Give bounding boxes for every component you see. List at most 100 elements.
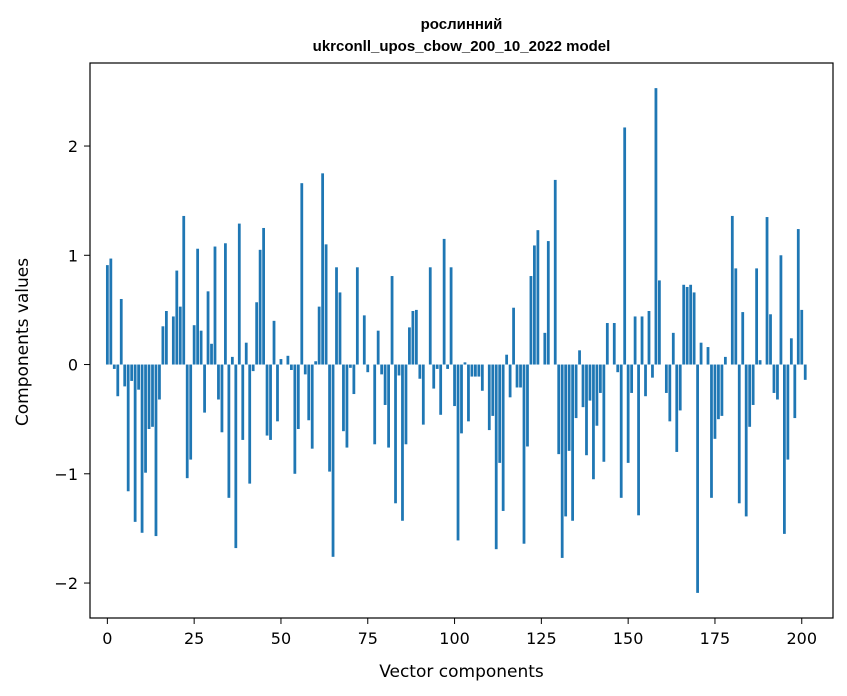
y-tick-label: −2: [54, 574, 78, 593]
plot-frame: [89, 62, 834, 619]
bar: [154, 364, 158, 537]
bar: [248, 364, 252, 484]
bar: [362, 315, 366, 365]
bar: [692, 292, 696, 365]
bar: [241, 364, 245, 440]
bar: [717, 364, 720, 420]
x-tick-label: 0: [102, 629, 112, 648]
bar: [664, 364, 668, 393]
bar: [408, 327, 411, 365]
bar: [258, 249, 262, 365]
bar: [467, 364, 470, 422]
bar: [237, 223, 241, 365]
bar: [435, 364, 439, 369]
bar: [119, 298, 123, 365]
y-tick-label: 2: [68, 137, 78, 156]
bar: [203, 364, 206, 413]
bar: [658, 280, 661, 365]
bar: [508, 364, 512, 398]
bar: [314, 361, 318, 365]
bar: [303, 364, 307, 375]
bar: [602, 364, 606, 462]
bars-group: [105, 88, 807, 593]
bar: [637, 364, 640, 516]
bar: [564, 364, 568, 517]
bar: [796, 229, 800, 365]
y-axis-label: Components values: [13, 258, 33, 426]
bar: [404, 364, 408, 445]
bar: [491, 364, 495, 416]
bar: [772, 364, 776, 393]
bar: [581, 364, 585, 408]
bar: [644, 364, 647, 397]
bar: [696, 364, 699, 593]
bar: [512, 307, 515, 365]
bar: [619, 364, 623, 498]
bar: [783, 364, 786, 534]
bar: [137, 364, 140, 390]
chart-subtitle: ukrconll_upos_cbow_200_10_2022 model: [313, 38, 611, 55]
bar: [352, 364, 356, 395]
bar: [366, 364, 370, 373]
bar: [723, 356, 727, 365]
bar: [626, 364, 630, 463]
bar: [578, 350, 581, 365]
bar: [460, 364, 463, 434]
y-tick-label: −1: [54, 465, 78, 484]
bar: [158, 364, 161, 400]
bar: [105, 265, 109, 365]
bar: [335, 267, 338, 365]
bar: [244, 342, 248, 365]
bar: [133, 364, 137, 522]
bar: [501, 364, 505, 511]
bar: [612, 323, 616, 365]
bar: [560, 364, 564, 558]
bar: [442, 238, 446, 365]
bar: [640, 316, 644, 365]
bar: [748, 364, 752, 427]
bar: [571, 364, 574, 521]
bar: [178, 306, 182, 365]
bar: [397, 364, 401, 376]
bar: [213, 246, 217, 365]
bar: [786, 364, 790, 460]
bar: [151, 364, 154, 427]
bar: [411, 311, 415, 365]
bar: [269, 364, 272, 440]
bar: [317, 306, 321, 365]
x-tick-label: 25: [184, 629, 204, 648]
bar: [140, 364, 144, 533]
bar: [428, 267, 432, 365]
bar: [126, 364, 130, 492]
bar: [321, 173, 325, 365]
bar: [668, 364, 672, 422]
bar: [526, 364, 529, 447]
x-tick-label: 50: [271, 629, 291, 648]
bar: [185, 364, 189, 479]
bar: [289, 364, 293, 370]
x-tick-label: 125: [526, 629, 557, 648]
bar: [307, 364, 311, 421]
bar: [477, 364, 481, 377]
bar: [529, 276, 533, 365]
bar: [276, 364, 279, 422]
bar: [699, 342, 703, 365]
bar: [401, 364, 404, 521]
bar: [331, 364, 335, 557]
bar: [147, 364, 151, 429]
bar: [123, 364, 127, 387]
bar: [328, 364, 331, 472]
bar: [456, 364, 460, 541]
bar: [265, 364, 269, 436]
x-tick-label: 200: [786, 629, 817, 648]
chart-title: рослинний: [421, 16, 503, 33]
bar: [296, 364, 300, 429]
bar: [519, 364, 522, 388]
bar: [262, 227, 265, 365]
bar: [418, 364, 422, 379]
bar: [390, 276, 394, 365]
bar: [355, 267, 359, 365]
bar: [164, 311, 168, 365]
bar: [675, 364, 679, 452]
bar: [224, 243, 227, 365]
